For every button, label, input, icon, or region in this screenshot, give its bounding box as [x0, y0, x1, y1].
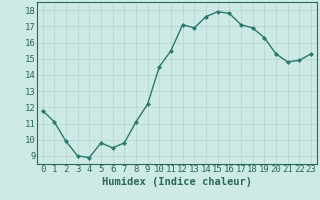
X-axis label: Humidex (Indice chaleur): Humidex (Indice chaleur) [102, 177, 252, 187]
